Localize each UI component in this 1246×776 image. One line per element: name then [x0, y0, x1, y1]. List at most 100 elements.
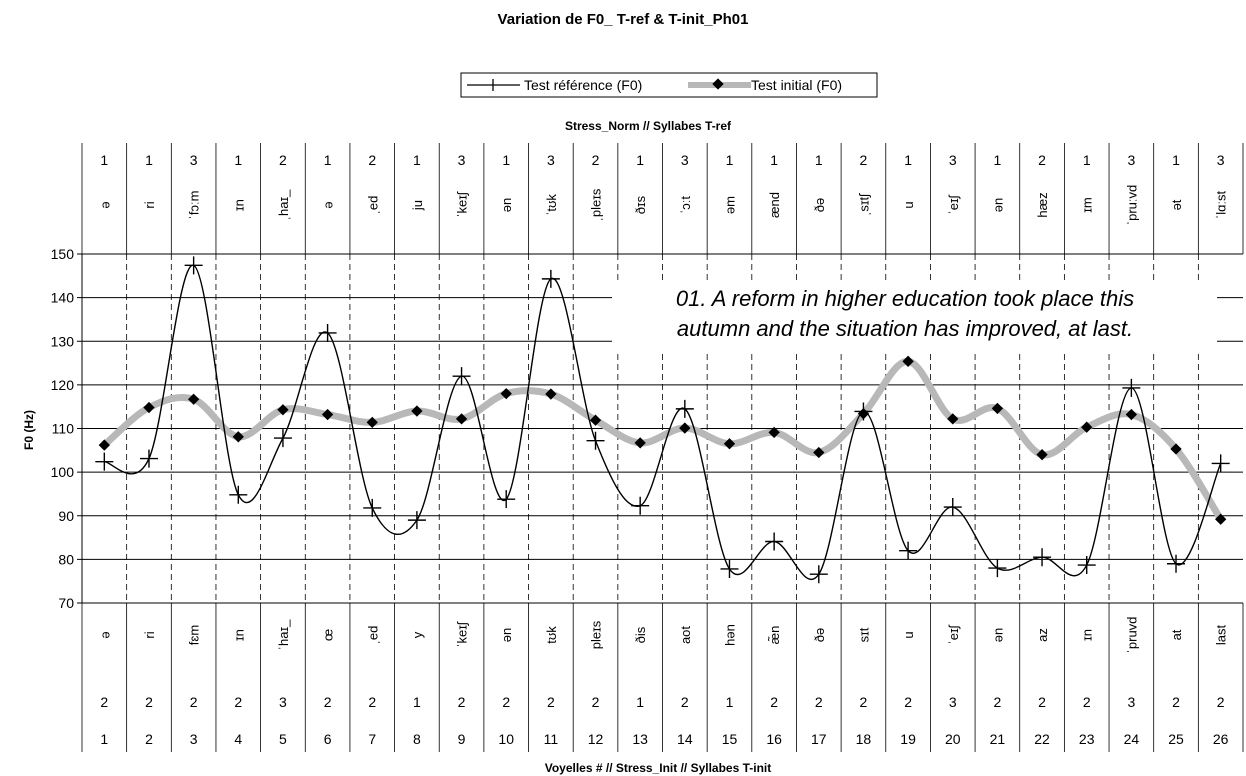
syllable-ref-label: ænd — [767, 192, 782, 218]
stress-norm-label: 2 — [279, 152, 287, 168]
vowel-number-label: 11 — [544, 731, 559, 747]
vowel-number-label: 20 — [945, 731, 961, 747]
series-reference-point — [899, 541, 918, 560]
series-reference-point — [273, 429, 292, 448]
syllable-ref-label: ˌhaɪ_ — [276, 189, 291, 220]
stress-init-label: 2 — [994, 694, 1002, 710]
stress-init-label: 2 — [681, 694, 689, 710]
series-initial-point — [768, 426, 780, 439]
annotation-box — [612, 280, 1217, 350]
stress-norm-label: 1 — [1083, 152, 1091, 168]
series-reference-point — [1122, 378, 1141, 397]
annotation-line-1: 01. A reform in higher education took pl… — [676, 286, 1134, 311]
series-initial-point — [723, 438, 736, 450]
vowel-number-label: 16 — [766, 731, 782, 747]
vowel-number-label: 2 — [145, 731, 153, 747]
series-layer — [95, 256, 1230, 584]
stress-norm-label: 2 — [1038, 152, 1046, 168]
syllable-ref-label: u — [901, 201, 916, 208]
stress-norm-label: 3 — [1217, 152, 1225, 168]
vowel-number-label: 6 — [324, 731, 332, 747]
series-initial-point — [1170, 443, 1182, 455]
legend-box — [460, 72, 878, 98]
stress-init-label: 2 — [904, 694, 912, 710]
stress-init-label: 2 — [815, 694, 823, 710]
stress-init-label: 2 — [1172, 694, 1180, 710]
syllable-init-label: ə — [97, 631, 112, 638]
stress-init-label: 1 — [726, 694, 734, 710]
top-axis-label: Stress_Norm // Syllabes T-ref — [565, 119, 732, 133]
series-reference-point — [95, 452, 114, 471]
legend: Test référence (F0) Test initial (F0) — [460, 72, 878, 98]
y-axis-label: F0 (Hz) — [22, 410, 36, 450]
vowel-number-label: 21 — [990, 731, 1006, 747]
series-initial-point — [1081, 421, 1093, 433]
vowel-number-label: 15 — [722, 731, 738, 747]
stress-norm-label: 1 — [1172, 152, 1180, 168]
series-reference-point — [631, 496, 650, 515]
syllable-init-label: pleɪs — [589, 620, 604, 649]
series-reference-point — [943, 498, 962, 517]
vowel-number-label: 25 — [1168, 731, 1184, 747]
series-reference-point — [541, 269, 560, 288]
series-initial-point — [143, 401, 155, 414]
series-initial-point — [1036, 449, 1048, 461]
syllable-init-label: ən — [499, 628, 514, 642]
stress-norm-label: 2 — [592, 152, 600, 168]
stress-init-label: 3 — [1127, 694, 1135, 710]
syllable-init-label: œ — [321, 629, 336, 641]
bottom-axis-label: Voyelles # // Stress_Init // Syllabes T-… — [545, 761, 772, 775]
stress-norm-label: 1 — [413, 152, 421, 168]
stress-norm-label: 1 — [234, 152, 242, 168]
syllable-init-label: aot — [678, 626, 693, 644]
vowel-number-label: 13 — [632, 731, 648, 747]
syllable-ref-label: ə — [321, 201, 336, 208]
series-reference-point — [452, 367, 471, 386]
vowel-number-label: 8 — [413, 731, 421, 747]
y-tick-label: 120 — [51, 377, 75, 393]
syllable-ref-label: ɪn — [231, 199, 246, 211]
syllable-init-label: æ̃n — [767, 626, 782, 645]
series-reference-point — [497, 490, 516, 509]
syllable-ref-label: ri — [142, 201, 157, 208]
series-reference-point — [318, 323, 337, 342]
syllable-init-label: ɪn — [1080, 629, 1095, 641]
series-reference-point — [1033, 548, 1052, 567]
vowel-number-label: 4 — [234, 731, 242, 747]
vowel-number-label: 5 — [279, 731, 287, 747]
syllable-init-label: ən — [990, 628, 1005, 642]
stress-init-label: 3 — [949, 694, 957, 710]
series-initial-point — [232, 431, 244, 443]
series-initial-point — [277, 404, 289, 416]
stress-init-label: 2 — [458, 694, 466, 710]
syllable-init-label: ˈkeɪʃ — [455, 621, 470, 648]
stress-init-label: 2 — [368, 694, 376, 710]
stress-init-label: 2 — [1217, 694, 1225, 710]
y-tick-label: 110 — [52, 421, 75, 437]
series-reference-point — [765, 532, 784, 551]
series-reference-point — [720, 559, 739, 578]
series-initial-point — [455, 413, 468, 425]
series-initial-point — [500, 387, 512, 400]
stress-init-label: 2 — [1038, 694, 1046, 710]
stress-init-label: 2 — [1083, 694, 1091, 710]
stress-norm-label: 2 — [368, 152, 376, 168]
y-tick-label: 150 — [51, 246, 75, 262]
stress-init-label: 1 — [413, 694, 421, 710]
stress-norm-label: 3 — [681, 152, 689, 168]
stress-norm-label: 3 — [1127, 152, 1135, 168]
series-reference-point — [139, 449, 158, 468]
stress-init-label: 2 — [770, 694, 778, 710]
series-reference-point — [1211, 454, 1230, 473]
syllable-init-label: ðis — [633, 626, 648, 643]
stress-norm-label: 2 — [860, 152, 868, 168]
syllable-ref-label: ən — [499, 198, 514, 212]
stress-init-label: 2 — [502, 694, 510, 710]
stress-norm-label: 1 — [324, 152, 332, 168]
syllable-ref-label: ˈtʊk — [544, 194, 559, 216]
syllable-ref-label: ˈeɪʃ — [946, 194, 961, 214]
syllable-init-label: ðə — [812, 628, 827, 642]
syllable-ref-label: əm — [722, 196, 737, 214]
y-tick-label: 80 — [58, 551, 74, 567]
